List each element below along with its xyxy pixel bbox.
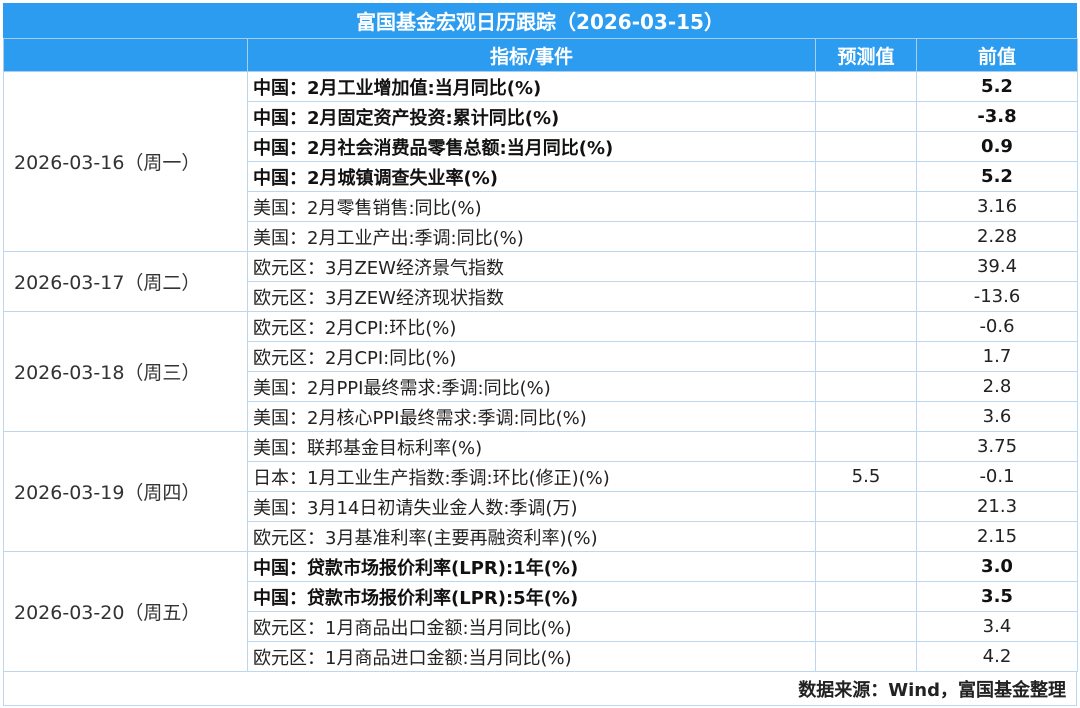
indicator-cell: 美国：2月核心PPI最终需求:季调:同比(%) [247, 401, 816, 432]
header-row: 指标/事件 预测值 前值 [3, 38, 1078, 72]
forecast-cell [815, 131, 917, 162]
forecast-cell [815, 641, 917, 672]
forecast-cell [815, 161, 917, 192]
table-row: 美国：2月PPI最终需求:季调:同比(%) 2.8 [4, 371, 1078, 402]
table-row: 欧元区：1月商品进口金额:当月同比(%) 4.2 [4, 641, 1078, 672]
forecast-cell [815, 191, 917, 222]
calendar-body: 2026-03-16（周一） 中国：2月工业增加值:当月同比(%) 5.2 中国：2月… [3, 71, 1078, 672]
previous-cell: -3.8 [916, 101, 1078, 132]
indicator-cell: 中国：2月工业增加值:当月同比(%) [247, 71, 816, 102]
previous-cell: 39.4 [916, 251, 1078, 282]
indicator-cell: 欧元区：1月商品进口金额:当月同比(%) [247, 641, 816, 672]
date-cell: 2026-03-16（周一） [3, 71, 248, 252]
previous-cell: 3.5 [916, 581, 1078, 612]
indicator-cell: 美国：2月工业产出:季调:同比(%) [247, 221, 816, 252]
indicator-cell: 欧元区：2月CPI:环比(%) [247, 311, 816, 342]
indicator-cell: 日本：1月工业生产指数:季调:环比(修正)(%) [247, 461, 816, 492]
header-indicator: 指标/事件 [247, 38, 816, 72]
indicator-cell: 中国：贷款市场报价利率(LPR):5年(%) [247, 581, 816, 612]
indicator-cell: 欧元区：1月商品出口金额:当月同比(%) [247, 611, 816, 642]
indicator-cell: 中国：贷款市场报价利率(LPR):1年(%) [247, 551, 816, 582]
forecast-cell [815, 341, 917, 372]
indicator-cell: 中国：2月社会消费品零售总额:当月同比(%) [247, 131, 816, 162]
indicator-cell: 美国：2月PPI最终需求:季调:同比(%) [247, 371, 816, 402]
header-date [3, 38, 248, 72]
table-row: 欧元区：3月ZEW经济现状指数 -13.6 [4, 281, 1078, 312]
calendar-title: 富国基金宏观日历跟踪（2026-03-15） [3, 3, 1077, 38]
indicator-cell: 美国：联邦基金目标利率(%) [247, 431, 816, 462]
forecast-cell [815, 611, 917, 642]
indicator-cell: 欧元区：3月基准利率(主要再融资利率)(%) [247, 521, 816, 552]
table-row: 美国：2月工业产出:季调:同比(%) 2.28 [4, 221, 1078, 252]
indicator-cell: 欧元区：3月ZEW经济景气指数 [247, 251, 816, 282]
forecast-cell [815, 101, 917, 132]
previous-cell: 1.7 [916, 341, 1078, 372]
date-cell: 2026-03-17（周二） [3, 251, 248, 312]
forecast-cell [815, 371, 917, 402]
table-row: 中国：2月社会消费品零售总额:当月同比(%) 0.9 [4, 131, 1078, 162]
indicator-cell: 中国：2月城镇调查失业率(%) [247, 161, 816, 192]
forecast-cell: 5.5 [815, 461, 917, 492]
table-row: 2026-03-18（周三） 欧元区：2月CPI:环比(%) -0.6 [3, 311, 1078, 432]
previous-cell: -13.6 [916, 281, 1078, 312]
indicator-cell: 中国：2月固定资产投资:累计同比(%) [247, 101, 816, 132]
previous-cell: 4.2 [916, 641, 1078, 672]
calendar-table: 指标/事件 预测值 前值 2026-03-16（周一） 中国：2月工业增加值:当月… [3, 38, 1078, 672]
source-note: 数据来源：Wind，富国基金整理 [3, 672, 1077, 706]
previous-cell: 2.28 [916, 221, 1078, 252]
previous-cell: -0.1 [916, 461, 1078, 492]
forecast-cell [815, 551, 917, 582]
indicator-cell: 美国：2月零售销售:同比(%) [247, 191, 816, 222]
date-cell: 2026-03-19（周四） [3, 431, 248, 552]
previous-cell: 3.16 [916, 191, 1078, 222]
table-row: 美国：3月14日初请失业金人数:季调(万) 21.3 [4, 491, 1078, 522]
forecast-cell [815, 491, 917, 522]
previous-cell: 21.3 [916, 491, 1078, 522]
date-cell: 2026-03-18（周三） [3, 311, 248, 432]
forecast-cell [815, 521, 917, 552]
table-row: 2026-03-16（周一） 中国：2月工业增加值:当月同比(%) 5.2 [3, 71, 1078, 252]
table-row: 中国：贷款市场报价利率(LPR):5年(%) 3.5 [4, 581, 1078, 612]
previous-cell: 5.2 [916, 71, 1078, 102]
forecast-cell [815, 251, 917, 282]
forecast-cell [815, 581, 917, 612]
forecast-cell [815, 221, 917, 252]
previous-cell: 5.2 [916, 161, 1078, 192]
forecast-cell [815, 431, 917, 462]
previous-cell: 0.9 [916, 131, 1078, 162]
forecast-cell [815, 71, 917, 102]
previous-cell: 3.0 [916, 551, 1078, 582]
forecast-cell [815, 311, 917, 342]
previous-cell: 3.75 [916, 431, 1078, 462]
macro-calendar: 富国基金宏观日历跟踪（2026-03-15） 指标/事件 预测值 前值 2026… [3, 3, 1078, 706]
forecast-cell [815, 401, 917, 432]
header-forecast: 预测值 [815, 38, 917, 72]
table-row: 2026-03-19（周四） 美国：联邦基金目标利率(%) 3.75 [3, 431, 1078, 552]
indicator-cell: 美国：3月14日初请失业金人数:季调(万) [247, 491, 816, 522]
previous-cell: 3.4 [916, 611, 1078, 642]
previous-cell: 2.15 [916, 521, 1078, 552]
table-row: 2026-03-20（周五） 中国：贷款市场报价利率(LPR):1年(%) 3.0 [3, 551, 1078, 672]
header-previous: 前值 [916, 38, 1078, 72]
indicator-cell: 欧元区：2月CPI:同比(%) [247, 341, 816, 372]
table-row: 2026-03-17（周二） 欧元区：3月ZEW经济景气指数 39.4 [3, 251, 1078, 312]
previous-cell: 2.8 [916, 371, 1078, 402]
indicator-cell: 欧元区：3月ZEW经济现状指数 [247, 281, 816, 312]
previous-cell: 3.6 [916, 401, 1078, 432]
forecast-cell [815, 281, 917, 312]
table-row: 欧元区：2月CPI:同比(%) 1.7 [4, 341, 1078, 372]
previous-cell: -0.6 [916, 311, 1078, 342]
date-cell: 2026-03-20（周五） [3, 551, 248, 672]
